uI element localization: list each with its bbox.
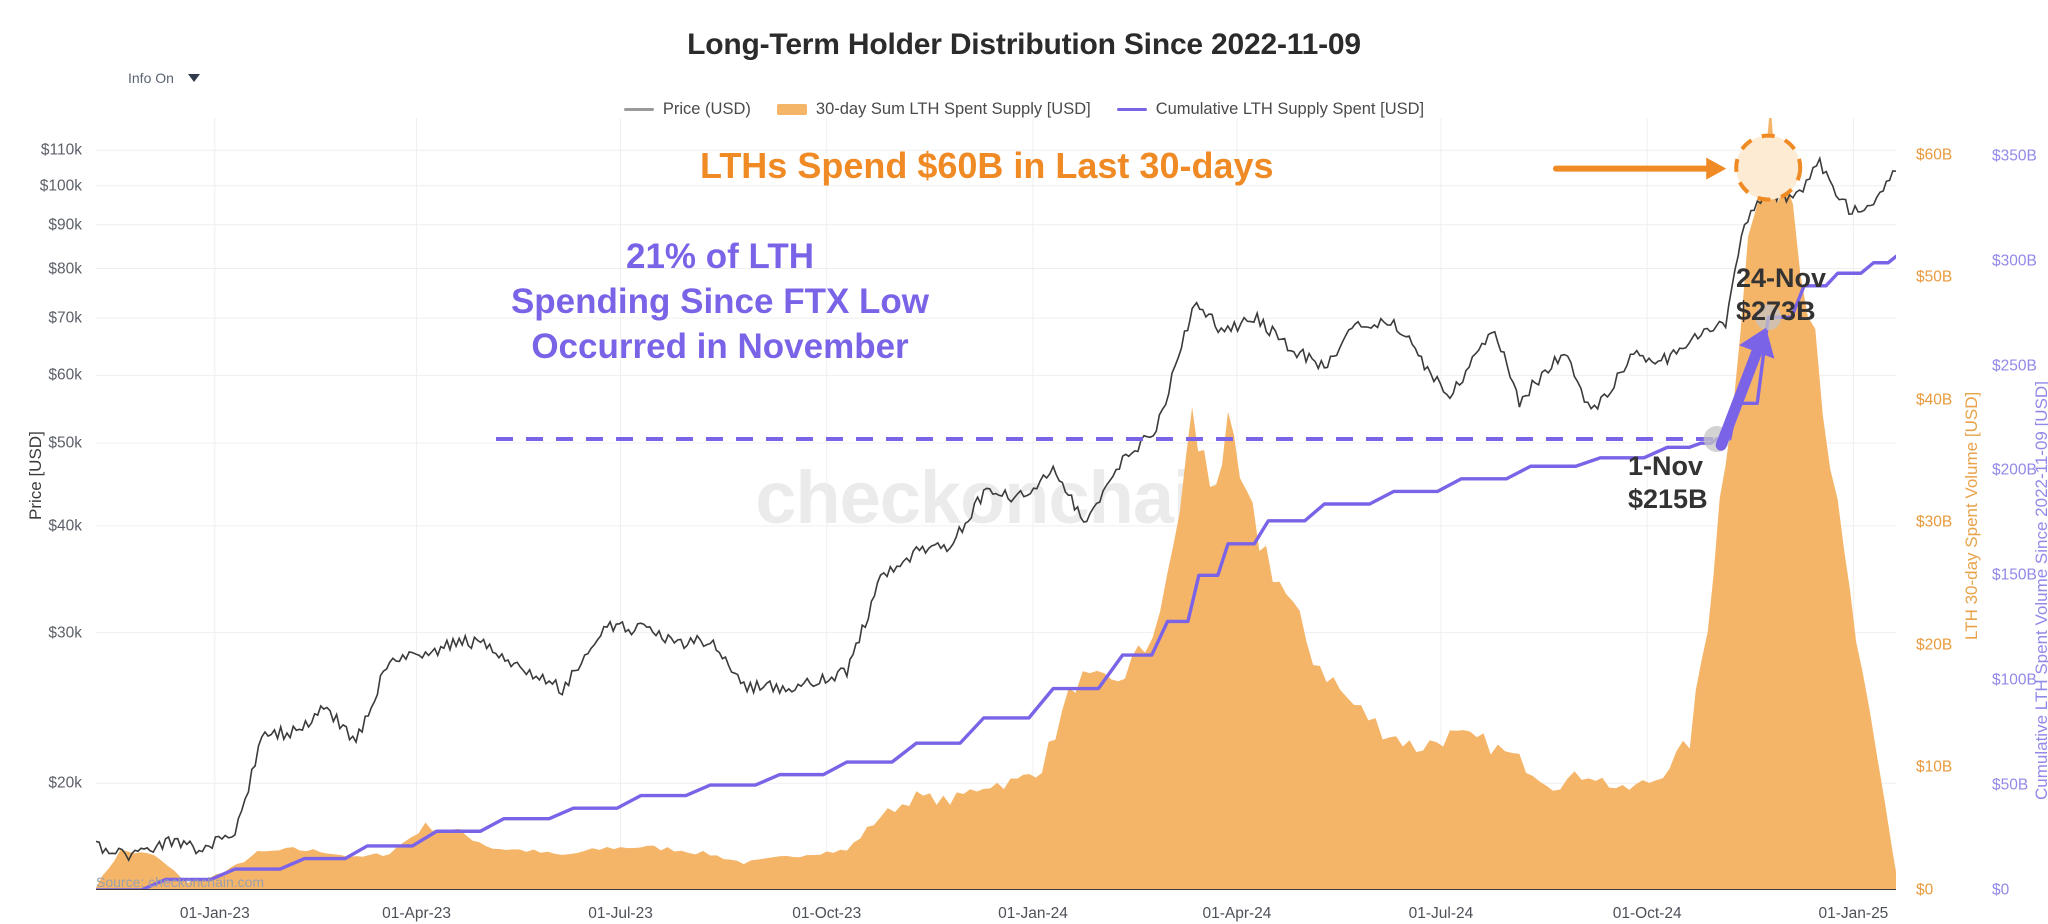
data-label-1nov-value: $215B	[1628, 483, 1708, 514]
y-tick-spent-volume: $30B	[1916, 513, 1953, 531]
y-tick-price: $80k	[48, 259, 82, 277]
legend-swatch-spent-supply	[776, 104, 807, 115]
legend-label-spent-supply: 30-day Sum LTH Spent Supply [USD]	[815, 100, 1091, 118]
x-tick-date: 01-Jan-25	[1818, 905, 1889, 922]
y-tick-spent-volume: $40B	[1916, 391, 1953, 409]
data-label-24nov-value: $273B	[1736, 295, 1816, 326]
y-tick-cumulative-volume: $250B	[1992, 356, 2037, 374]
data-label-1nov: 1-Nov $215B	[1628, 450, 1708, 516]
highlight-circle-fill	[1736, 135, 1801, 200]
gridlines	[96, 118, 1896, 890]
x-tick-date: 01-Apr-23	[382, 905, 452, 922]
x-tick-date: 01-Oct-24	[1612, 905, 1682, 922]
axis-title-cumulative-volume: Cumulative LTH Spent Volume Since 2022-1…	[2032, 381, 2048, 800]
annotation-purple-line-1: 21% of LTH	[626, 237, 814, 276]
data-label-24nov: 24-Nov $273B	[1736, 262, 1826, 328]
chart-legend: Price (USD) 30-day Sum LTH Spent Supply …	[0, 100, 2048, 119]
info-dropdown[interactable]: Info On	[128, 70, 200, 86]
y-tick-price: $30k	[48, 623, 82, 641]
annotation-purple-line-2: Spending Since FTX Low	[510, 281, 930, 321]
y-tick-cumulative-volume: $150B	[1992, 566, 2037, 584]
y-tick-price: $40k	[48, 517, 82, 535]
y-tick-cumulative-volume: $0	[1992, 881, 2010, 899]
y-tick-spent-volume: $60B	[1916, 146, 1953, 163]
legend-item-spent-supply[interactable]: 30-day Sum LTH Spent Supply [USD]	[776, 100, 1091, 119]
axis-title-price: Price [USD]	[26, 431, 45, 520]
y-tick-cumulative-volume: $350B	[1992, 147, 2037, 164]
source-attribution: Source: checkonchain.com	[96, 874, 265, 890]
y-tick-cumulative-volume: $300B	[1992, 251, 2037, 269]
legend-label-price: Price (USD)	[662, 100, 751, 118]
series-cumulative-line	[96, 254, 1896, 890]
series-price-line	[96, 155, 1896, 862]
info-dropdown-label: Info On	[128, 70, 174, 86]
y-tick-cumulative-volume: $100B	[1992, 671, 2037, 689]
x-tick-date: 01-Jul-24	[1408, 905, 1474, 922]
annotation-orange-callout: LTHs Spend $60B in Last 30-days	[700, 145, 1274, 186]
callout-arrow-purple	[1715, 346, 1763, 451]
y-tick-price: $90k	[48, 216, 82, 234]
x-tick-date: 01-Jan-23	[179, 905, 250, 922]
y-tick-spent-volume: $0	[1916, 881, 1934, 899]
x-tick-date: 01-Jan-24	[998, 905, 1068, 922]
y-tick-spent-volume: $10B	[1916, 758, 1953, 776]
annotation-purple-callout: 21% of LTH Spending Since FTX Low Occurr…	[400, 235, 1040, 369]
chart-canvas	[96, 118, 1896, 890]
y-tick-price: $20k	[48, 774, 82, 792]
data-label-24nov-date: 24-Nov	[1736, 263, 1827, 293]
y-tick-price: $50k	[48, 434, 82, 452]
legend-item-cumulative[interactable]: Cumulative LTH Supply Spent [USD]	[1116, 100, 1425, 119]
callout-arrow-orange-head	[1706, 157, 1727, 180]
y-tick-price: $60k	[48, 366, 82, 384]
y-tick-spent-volume: $20B	[1916, 636, 1953, 654]
marker-24-nov	[1755, 304, 1782, 331]
series-spent-supply-area	[96, 118, 1896, 890]
legend-swatch-cumulative	[1116, 108, 1147, 111]
x-tick-date: 01-Apr-24	[1202, 905, 1272, 922]
chevron-down-icon	[187, 74, 200, 82]
x-tick-date: 01-Oct-23	[792, 905, 862, 922]
axis-title-spent-volume: LTH 30-day Spent Volume [USD]	[1962, 391, 1981, 640]
highlight-circle-dashed	[1734, 133, 1803, 202]
y-tick-spent-volume: $50B	[1916, 268, 1953, 286]
data-label-1nov-date: 1-Nov	[1628, 451, 1704, 481]
legend-label-cumulative: Cumulative LTH Supply Spent [USD]	[1155, 100, 1425, 118]
y-tick-price: $100k	[39, 176, 82, 194]
callout-arrow-purple-head	[1739, 327, 1775, 359]
plot-area	[96, 118, 1896, 890]
annotation-purple-line-3: Occurred in November	[531, 326, 909, 366]
page-title: Long-Term Holder Distribution Since 2022…	[687, 28, 1361, 61]
legend-item-price[interactable]: Price (USD)	[623, 100, 751, 119]
y-tick-cumulative-volume: $50B	[1992, 776, 2029, 794]
y-tick-price: $110k	[40, 141, 82, 159]
y-tick-cumulative-volume: $200B	[1992, 461, 2037, 479]
x-tick-date: 01-Jul-23	[588, 905, 653, 922]
y-tick-price: $70k	[48, 309, 82, 327]
legend-swatch-price	[623, 108, 654, 111]
